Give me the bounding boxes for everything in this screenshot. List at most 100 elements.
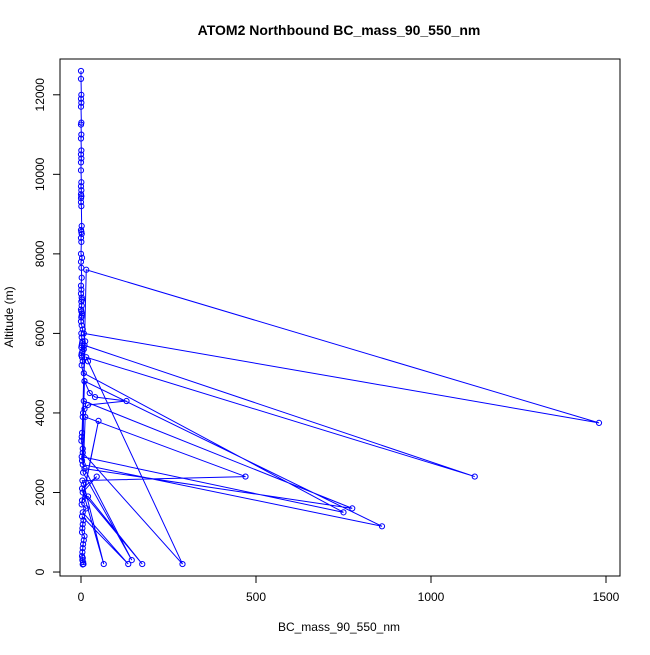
data-point — [79, 549, 86, 556]
data-point — [78, 457, 86, 464]
data-point — [349, 505, 356, 512]
data-point — [78, 179, 85, 186]
data-point — [78, 222, 85, 230]
data-point — [78, 354, 86, 361]
chart-title: ATOM2 Northbound BC_mass_90_550_nm — [198, 22, 481, 38]
data-point — [78, 203, 85, 210]
data-point — [340, 509, 347, 516]
data-point — [81, 378, 88, 385]
data-point — [81, 342, 88, 349]
data-point — [77, 151, 85, 158]
data-point — [78, 254, 86, 261]
data-point — [78, 429, 86, 436]
data-point — [81, 465, 88, 472]
data-point — [80, 370, 87, 377]
data-point — [78, 91, 85, 98]
data-point — [77, 75, 85, 82]
data-point — [79, 477, 86, 484]
y-axis: 0 2000 4000 6000 8000 10000 12000 — [33, 78, 61, 575]
data-point — [77, 103, 85, 110]
data-point — [79, 525, 86, 532]
data-point — [91, 393, 99, 401]
data-point — [378, 523, 386, 530]
data-point — [78, 286, 85, 293]
data-point — [77, 290, 85, 297]
data-point — [139, 560, 146, 568]
data-point — [79, 489, 86, 496]
data-point — [77, 135, 85, 142]
data-point — [81, 405, 88, 413]
data-point — [79, 521, 86, 528]
y-tick-label: 10000 — [33, 157, 47, 191]
data-point — [77, 159, 85, 166]
data-point — [78, 453, 85, 460]
data-point — [128, 556, 135, 564]
data-point — [82, 338, 89, 345]
data-point — [125, 560, 132, 568]
data-point — [78, 302, 85, 309]
y-tick-label: 4000 — [33, 399, 47, 426]
data-point — [84, 358, 92, 365]
data-point — [77, 95, 85, 102]
data-point — [242, 473, 249, 480]
y-tick-label: 12000 — [33, 78, 47, 112]
data-point — [78, 501, 85, 508]
data-point — [77, 195, 85, 202]
y-tick-label: 6000 — [33, 320, 47, 347]
data-point — [79, 449, 86, 456]
data-point — [77, 183, 85, 190]
data-point — [77, 250, 85, 257]
data-point — [82, 413, 89, 421]
data-point — [78, 99, 85, 106]
data-point — [78, 513, 86, 520]
data-point — [77, 282, 85, 289]
data-point — [93, 473, 100, 480]
x-tick-label: 500 — [246, 590, 266, 604]
data-point — [79, 561, 86, 568]
data-point — [78, 322, 85, 329]
data-point — [79, 326, 86, 333]
data-point — [84, 493, 92, 500]
data-point — [80, 541, 87, 548]
x-axis: 0 500 1000 1500 — [78, 575, 620, 604]
data-point — [78, 274, 85, 281]
data-point — [78, 298, 85, 305]
x-tick-label: 1000 — [418, 590, 445, 604]
data-point — [80, 397, 87, 405]
y-axis-label: Altitude (m) — [2, 286, 16, 347]
data-point — [77, 318, 85, 325]
data-point — [77, 234, 85, 242]
data-point — [77, 67, 85, 75]
data-point — [79, 413, 86, 421]
data-point — [78, 238, 85, 246]
data-point — [81, 533, 88, 540]
data-point — [595, 419, 603, 426]
data-point — [78, 497, 86, 504]
y-tick-label: 8000 — [33, 240, 47, 267]
data-point — [78, 131, 85, 138]
data-point — [78, 230, 85, 238]
data-point — [77, 167, 85, 174]
data-point — [86, 389, 93, 397]
series-layer — [77, 67, 603, 568]
data-point — [80, 537, 87, 544]
data-point — [80, 330, 87, 337]
y-tick-label: 0 — [33, 568, 47, 575]
data-point — [78, 433, 85, 440]
data-point — [79, 445, 86, 452]
data-point — [78, 187, 85, 194]
data-point — [78, 437, 85, 444]
x-tick-label: 1500 — [593, 590, 620, 604]
data-point — [78, 330, 85, 337]
data-point — [179, 560, 186, 568]
data-point — [84, 401, 92, 409]
data-point — [77, 258, 85, 265]
data-point — [79, 509, 86, 516]
data-point — [78, 314, 85, 321]
data-point — [79, 545, 86, 552]
data-point — [78, 147, 85, 154]
data-point — [78, 155, 85, 162]
